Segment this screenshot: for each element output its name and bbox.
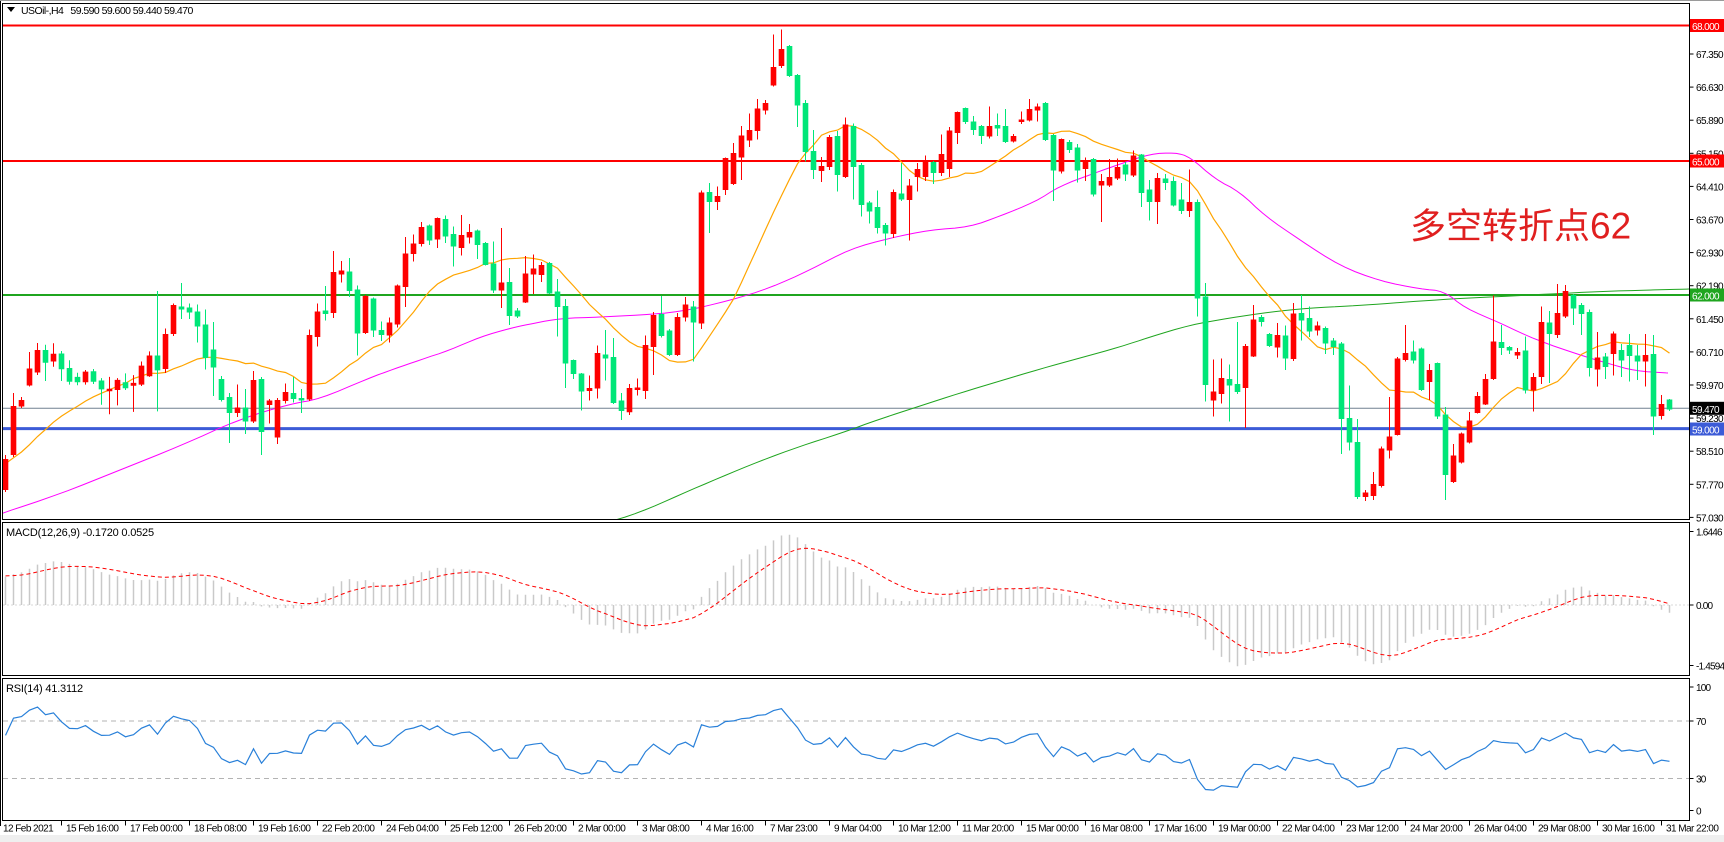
svg-text:26 Feb 20:00: 26 Feb 20:00 (514, 824, 567, 835)
svg-text:59.970: 59.970 (1696, 381, 1724, 392)
svg-text:100: 100 (1696, 683, 1712, 694)
svg-text:57.770: 57.770 (1696, 480, 1724, 491)
svg-text:58.510: 58.510 (1696, 447, 1724, 458)
svg-text:24 Feb 04:00: 24 Feb 04:00 (386, 824, 439, 835)
svg-text:-1.4594: -1.4594 (1696, 662, 1724, 673)
svg-text:4 Mar 16:00: 4 Mar 16:00 (706, 824, 754, 835)
svg-text:60.710: 60.710 (1696, 348, 1724, 359)
svg-text:65.000: 65.000 (1692, 158, 1720, 169)
svg-text:26 Mar 04:00: 26 Mar 04:00 (1474, 824, 1527, 835)
svg-text:RSI(14) 41.3112: RSI(14) 41.3112 (6, 683, 83, 695)
svg-text:31 Mar 22:00: 31 Mar 22:00 (1666, 824, 1719, 835)
svg-text:30 Mar 16:00: 30 Mar 16:00 (1602, 824, 1655, 835)
svg-text:15 Mar 00:00: 15 Mar 00:00 (1026, 824, 1079, 835)
svg-text:17 Mar 16:00: 17 Mar 16:00 (1154, 824, 1207, 835)
svg-text:59.000: 59.000 (1692, 426, 1720, 437)
svg-text:19 Feb 16:00: 19 Feb 16:00 (258, 824, 311, 835)
svg-text:68.000: 68.000 (1692, 22, 1720, 33)
svg-text:18 Feb 08:00: 18 Feb 08:00 (194, 824, 247, 835)
svg-text:11 Mar 20:00: 11 Mar 20:00 (962, 824, 1015, 835)
svg-text:7 Mar 23:00: 7 Mar 23:00 (770, 824, 818, 835)
svg-text:MACD(12,26,9) -0.1720 0.0525: MACD(12,26,9) -0.1720 0.0525 (6, 527, 154, 539)
svg-text:59.230: 59.230 (1696, 414, 1724, 425)
svg-text:61.450: 61.450 (1696, 315, 1724, 326)
svg-text:1.6446: 1.6446 (1696, 528, 1723, 539)
svg-text:0: 0 (1696, 807, 1702, 818)
svg-text:10 Mar 12:00: 10 Mar 12:00 (898, 824, 951, 835)
svg-text:70: 70 (1696, 717, 1707, 728)
svg-text:19 Mar 00:00: 19 Mar 00:00 (1218, 824, 1271, 835)
svg-text:66.630: 66.630 (1696, 83, 1724, 94)
svg-text:22 Mar 04:00: 22 Mar 04:00 (1282, 824, 1335, 835)
svg-text:23 Mar 12:00: 23 Mar 12:00 (1346, 824, 1399, 835)
svg-text:17 Feb 00:00: 17 Feb 00:00 (130, 824, 183, 835)
svg-text:15 Feb 16:00: 15 Feb 16:00 (66, 824, 119, 835)
svg-text:65.890: 65.890 (1696, 116, 1724, 127)
svg-text:16 Mar 08:00: 16 Mar 08:00 (1090, 824, 1143, 835)
svg-text:12 Feb 2021: 12 Feb 2021 (3, 824, 54, 835)
svg-text:0.00: 0.00 (1696, 601, 1714, 612)
svg-text:24 Mar 20:00: 24 Mar 20:00 (1410, 824, 1463, 835)
svg-text:22 Feb 20:00: 22 Feb 20:00 (322, 824, 375, 835)
svg-text:57.030: 57.030 (1696, 513, 1724, 524)
svg-text:9 Mar 04:00: 9 Mar 04:00 (834, 824, 882, 835)
svg-text:62.000: 62.000 (1692, 292, 1720, 303)
svg-text:59.470: 59.470 (1692, 405, 1720, 416)
svg-text:62.930: 62.930 (1696, 249, 1724, 260)
svg-text:25 Feb 12:00: 25 Feb 12:00 (450, 824, 503, 835)
svg-text:29 Mar 08:00: 29 Mar 08:00 (1538, 824, 1591, 835)
svg-text:62: 62 (1590, 206, 1631, 247)
svg-text:64.410: 64.410 (1696, 182, 1724, 193)
svg-text:USOil-,H4 59.590 59.600 59.4: USOil-,H4 59.590 59.600 59.440 59.470 (21, 5, 193, 17)
svg-text:63.670: 63.670 (1696, 216, 1724, 227)
svg-text:2 Mar 00:00: 2 Mar 00:00 (578, 824, 626, 835)
svg-text:3 Mar 08:00: 3 Mar 08:00 (642, 824, 690, 835)
svg-text:30: 30 (1696, 775, 1707, 786)
svg-text:67.350: 67.350 (1696, 50, 1724, 61)
svg-text:62.190: 62.190 (1696, 282, 1724, 293)
